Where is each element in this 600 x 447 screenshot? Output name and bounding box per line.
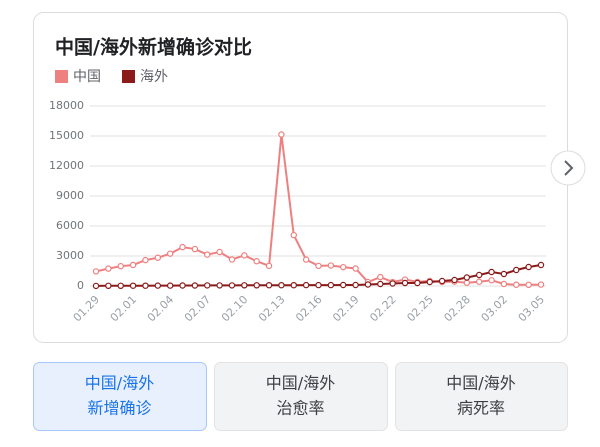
- point: [166, 282, 174, 289]
- point: [513, 281, 520, 288]
- tab-label: 病死率: [457, 399, 505, 418]
- point: [488, 268, 495, 276]
- tab-label: 中国/海外: [85, 374, 154, 393]
- point: [438, 277, 446, 285]
- legend-label: 海外: [140, 69, 168, 85]
- tab-background: [214, 362, 388, 431]
- point: [537, 281, 545, 288]
- tab-label: 治愈率: [276, 399, 324, 418]
- tab-label: 中国/海外: [446, 374, 515, 393]
- point: [426, 278, 433, 286]
- point: [488, 277, 495, 284]
- card: [33, 12, 568, 343]
- point: [191, 282, 199, 289]
- point: [364, 281, 372, 288]
- y-tick-label: 6000: [56, 219, 84, 232]
- tab-background: [395, 362, 568, 431]
- point: [451, 276, 458, 284]
- point: [290, 231, 297, 239]
- point: [228, 282, 236, 289]
- point: [315, 281, 322, 289]
- point: [253, 282, 260, 289]
- point: [92, 282, 100, 290]
- point: [401, 279, 409, 287]
- point: [117, 262, 124, 270]
- y-tick-label: 3000: [56, 249, 84, 262]
- y-tick-label: 12000: [49, 159, 84, 172]
- point: [500, 280, 508, 288]
- point: [537, 261, 545, 269]
- next-button[interactable]: [550, 150, 586, 186]
- y-tick-label: 0: [77, 279, 84, 292]
- point: [315, 262, 322, 270]
- point: [129, 261, 137, 269]
- point: [129, 282, 137, 289]
- point: [117, 282, 124, 289]
- point: [154, 282, 162, 289]
- point: [105, 265, 112, 272]
- point: [475, 271, 483, 279]
- point: [340, 281, 347, 289]
- series: [92, 261, 545, 290]
- point: [414, 279, 421, 287]
- point: [500, 270, 508, 278]
- point: [302, 281, 310, 289]
- y-tick-label: 15000: [49, 129, 84, 142]
- tab-label: 中国/海外: [266, 374, 335, 393]
- point: [142, 256, 149, 264]
- point: [475, 278, 483, 285]
- point: [216, 248, 223, 256]
- y-tick-label: 9000: [56, 189, 84, 202]
- point: [302, 256, 310, 263]
- point: [389, 280, 396, 287]
- legend-swatch: [122, 70, 135, 83]
- point: [352, 265, 359, 272]
- legend-swatch: [55, 70, 68, 83]
- tab-label: 新增确诊: [87, 399, 151, 418]
- point: [105, 282, 112, 289]
- point: [154, 254, 162, 261]
- point: [278, 131, 285, 138]
- point: [463, 279, 471, 286]
- point: [179, 243, 186, 251]
- point: [179, 282, 186, 289]
- point: [253, 258, 260, 265]
- point: [204, 251, 211, 258]
- tab-background: [33, 362, 207, 431]
- point: [525, 281, 532, 289]
- point: [92, 268, 100, 275]
- point: [290, 282, 297, 289]
- point: [142, 282, 149, 289]
- point: [191, 245, 199, 253]
- point: [278, 282, 285, 289]
- point: [204, 282, 211, 289]
- point: [265, 262, 273, 270]
- point: [525, 263, 532, 271]
- point: [340, 263, 347, 271]
- point: [241, 252, 248, 259]
- point: [327, 262, 335, 269]
- legend-label: 中国: [73, 69, 101, 85]
- point: [265, 282, 273, 289]
- point: [228, 256, 236, 263]
- point: [241, 282, 248, 289]
- point: [513, 266, 520, 274]
- point: [377, 280, 384, 288]
- y-tick-label: 18000: [49, 99, 84, 112]
- point: [216, 282, 223, 289]
- point: [463, 274, 471, 281]
- chart-title: 中国/海外新增确诊对比: [55, 36, 252, 59]
- point: [377, 273, 384, 281]
- point: [166, 250, 174, 257]
- point: [327, 281, 335, 289]
- tab[interactable]: 中国/海外新增确诊: [33, 362, 207, 431]
- point: [352, 281, 359, 289]
